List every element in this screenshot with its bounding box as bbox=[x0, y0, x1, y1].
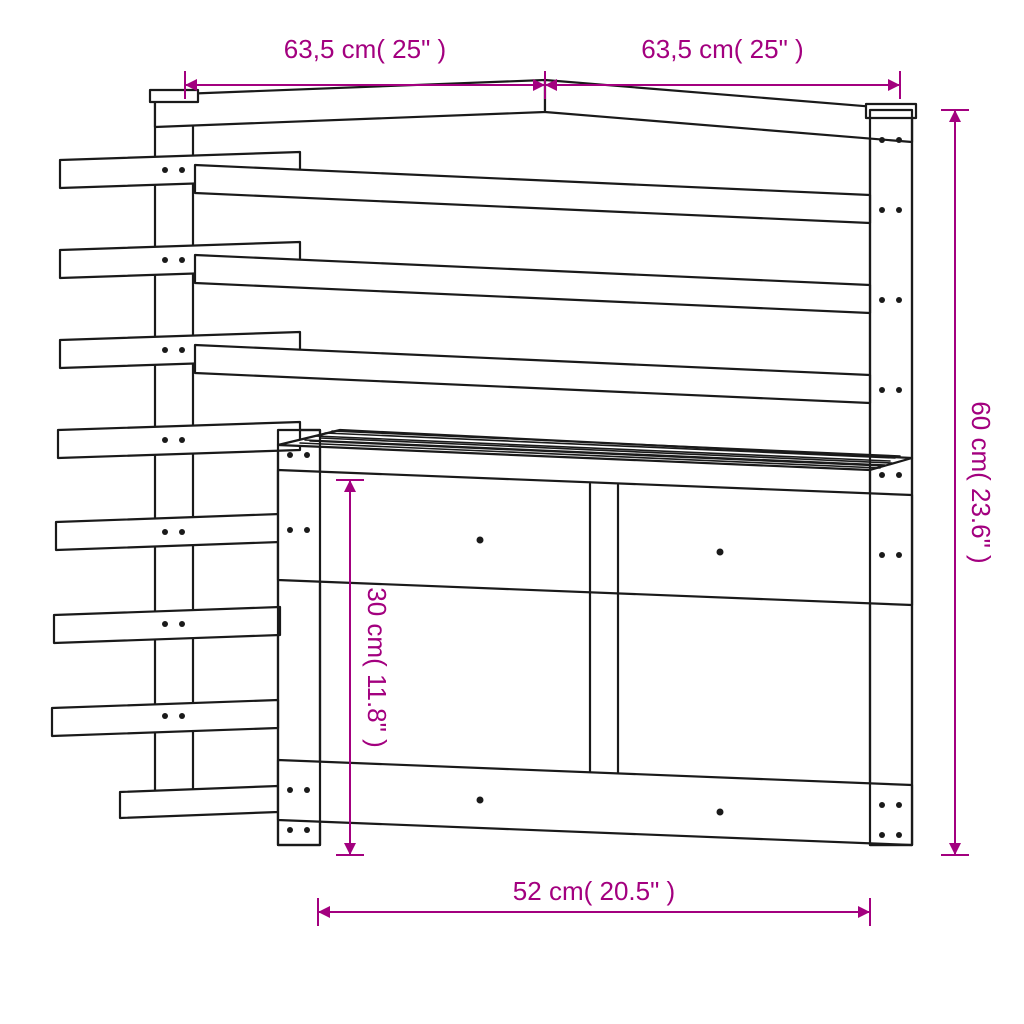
dimension: 60 cm( 23.6" ) bbox=[941, 110, 996, 855]
dimension-label: 60 cm( 23.6" ) bbox=[966, 401, 996, 563]
dimension-label: 30 cm( 11.8" ) bbox=[362, 587, 392, 747]
back-slats bbox=[195, 165, 870, 403]
dimension-label: 52 cm( 20.5" ) bbox=[513, 876, 675, 906]
dimension-label: 63,5 cm( 25" ) bbox=[641, 34, 803, 64]
dimension-label: 63,5 cm( 25" ) bbox=[284, 34, 446, 64]
dimension: 52 cm( 20.5" ) bbox=[318, 876, 870, 926]
seat bbox=[278, 430, 912, 470]
